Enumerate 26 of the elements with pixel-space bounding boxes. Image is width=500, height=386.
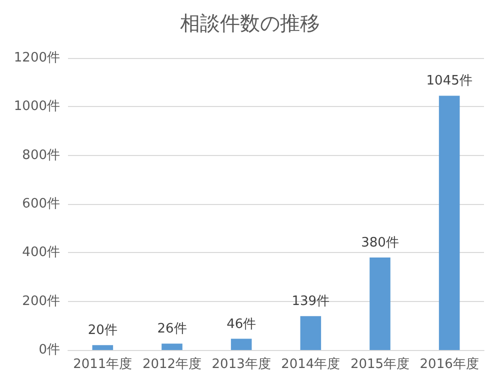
data-label: 20件	[88, 323, 118, 338]
bar	[438, 96, 460, 350]
data-label: 26件	[157, 322, 187, 337]
y-tick-label: 1000件	[14, 99, 60, 114]
y-tick-label: 1200件	[14, 50, 60, 66]
data-label: 139件	[292, 294, 330, 310]
y-tick-label: 0件	[38, 342, 60, 358]
bar	[370, 258, 390, 350]
x-tick-label: 2013年度	[212, 356, 271, 372]
bar	[300, 316, 322, 350]
data-label: 380件	[361, 236, 399, 251]
x-tick-label: 2015年度	[350, 356, 410, 372]
data-label: 1045件	[426, 74, 472, 89]
bar	[92, 345, 114, 350]
data-label: 46件	[226, 316, 256, 332]
y-tick-label: 600件	[22, 196, 60, 212]
y-tick-label: 200件	[22, 294, 60, 309]
x-tick-label: 2012年度	[142, 356, 202, 372]
x-tick-label: 2016年度	[420, 356, 479, 372]
x-tick-label: 2011年度	[73, 356, 132, 372]
chart-title: 相談件数の推移	[180, 11, 320, 35]
y-tick-label: 400件	[22, 245, 60, 260]
y-tick-label: 800件	[22, 148, 60, 163]
x-tick-label: 2014年度	[281, 356, 340, 372]
bar	[162, 344, 182, 350]
bar	[230, 338, 252, 350]
